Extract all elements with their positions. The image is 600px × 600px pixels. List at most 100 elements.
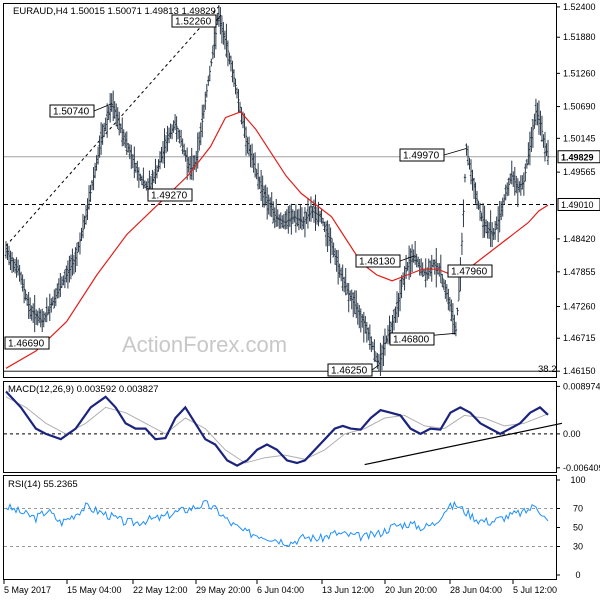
price-bar: [370, 336, 373, 353]
price-bar: [293, 210, 296, 223]
price-bar: [13, 258, 17, 274]
price-bar: [80, 227, 83, 241]
price-bar: [525, 158, 529, 169]
price-y-tick-label: 1.47855: [563, 267, 596, 277]
price-y-ticks: 1.52400 1.51880 1.51260 1.50690 1.50145 1.495…: [556, 2, 596, 376]
price-bar: [244, 126, 248, 156]
price-bar: [374, 352, 378, 362]
price-bar: [410, 244, 414, 273]
price-bar: [542, 134, 545, 148]
price-bar: [401, 272, 405, 285]
price-bar: [22, 279, 26, 304]
price-bar: [398, 279, 402, 312]
price-bar: [347, 282, 350, 313]
rsi-y-tick-label: 0: [575, 570, 580, 580]
macd-y-tick-label: -0.006409: [563, 463, 600, 473]
price-bar: [44, 312, 47, 323]
price-bar: [509, 173, 512, 184]
price-bars: [4, 5, 550, 377]
price-bar: [56, 283, 59, 299]
rsi-line: [5, 499, 549, 548]
price-bar: [78, 232, 82, 255]
price-bar: [534, 98, 538, 126]
x-tick-label: 20 Jun 20:00: [385, 585, 437, 595]
price-bar: [445, 284, 449, 302]
price-bar: [204, 91, 207, 110]
price-bar: [389, 321, 393, 335]
price-bar: [433, 259, 436, 275]
price-bar: [528, 131, 532, 166]
price-bar: [89, 184, 92, 202]
price-bar: [323, 221, 326, 232]
price-bar: [480, 212, 483, 222]
price-bar: [481, 202, 485, 239]
price-bar: [95, 155, 98, 171]
price-bar: [41, 308, 44, 333]
price-bar: [276, 209, 279, 227]
price-bar: [222, 21, 225, 45]
rsi-y-tick-label: 50: [573, 523, 583, 533]
price-bar: [326, 220, 329, 253]
price-bar: [72, 254, 76, 275]
price-bar: [210, 58, 213, 67]
price-bar: [140, 175, 144, 186]
price-bar: [81, 213, 85, 239]
price-bar: [143, 180, 147, 189]
svg-text:1.48130: 1.48130: [359, 257, 396, 268]
svg-text:1.52260: 1.52260: [175, 17, 212, 28]
price-bar: [493, 221, 497, 240]
price-bar: [220, 15, 224, 44]
price-bar: [105, 103, 109, 138]
price-bar: [486, 220, 489, 239]
price-y-tick-label: 1.47260: [563, 301, 596, 311]
price-bar: [96, 146, 100, 165]
price-annotation: 1.46800: [389, 332, 456, 346]
price-bar: [12, 257, 15, 272]
price-bar: [442, 279, 446, 291]
macd-title: MACD(12,26,9) 0.003592 0.003827: [8, 384, 159, 395]
price-bar: [113, 101, 116, 119]
price-bar: [10, 251, 14, 274]
price-bar: [124, 132, 127, 149]
price-bar: [456, 307, 459, 316]
price-y-tick-label: 1.48420: [563, 234, 596, 244]
price-bar: [329, 227, 332, 264]
price-y-tick-label: 1.46715: [563, 333, 596, 343]
price-bar: [457, 273, 461, 302]
price-bar: [15, 257, 18, 278]
price-bar: [499, 201, 503, 221]
price-bar: [136, 160, 139, 181]
price-bar: [25, 294, 29, 306]
price-y-tick-label: 1.51260: [563, 68, 596, 78]
price-annotation: 1.46250: [327, 363, 379, 377]
price-bar: [453, 314, 456, 335]
price-bar: [531, 119, 535, 148]
price-bar: [137, 167, 141, 188]
price-bar: [371, 342, 375, 351]
price-bar: [522, 172, 526, 196]
price-bar: [327, 224, 331, 247]
price-panel-frame: [3, 3, 557, 378]
price-bar: [466, 145, 470, 166]
price-bar: [24, 289, 27, 301]
price-bar: [527, 142, 530, 166]
price-bar: [318, 210, 322, 223]
price-bar: [16, 259, 20, 276]
svg-text:1.46800: 1.46800: [393, 335, 430, 346]
price-bar: [261, 175, 264, 208]
price-bar: [127, 143, 130, 153]
price-bar: [7, 245, 11, 266]
price-bar: [388, 315, 391, 344]
price-bar: [237, 89, 240, 114]
price-bar: [47, 306, 50, 316]
price-bar: [201, 104, 204, 138]
price-bar: [172, 120, 175, 133]
price-bar: [86, 198, 89, 221]
price-bar: [128, 144, 131, 160]
price-bar: [537, 100, 541, 135]
price-bar: [397, 292, 400, 318]
price-bar: [349, 290, 352, 302]
price-annotation: 1.48130: [355, 254, 415, 268]
price-bar: [111, 90, 115, 122]
price-bar: [198, 131, 201, 151]
